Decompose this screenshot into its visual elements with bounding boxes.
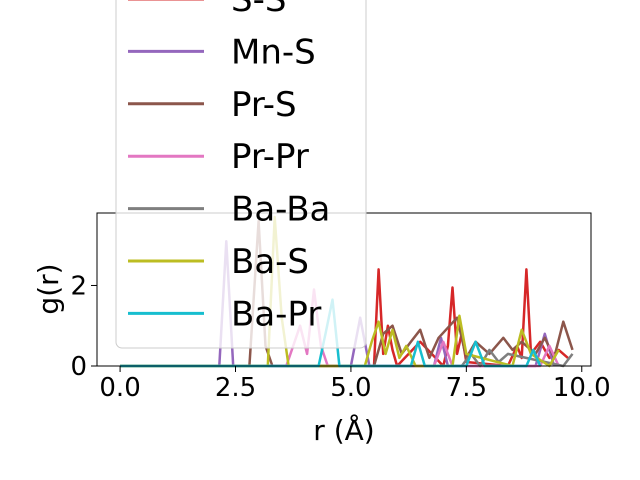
- legend-label: S-S: [231, 0, 286, 20]
- legend: S-S Mn-S Pr-S Pr-Pr Ba-Ba Ba-S Ba-Pr: [115, 0, 367, 349]
- legend-label: Ba-Pr: [231, 294, 321, 334]
- x-tick-label: 2.5: [215, 373, 256, 403]
- x-axis: 0.0 2.5 5.0 7.5 10.0: [99, 366, 611, 403]
- x-tick-label: 7.5: [446, 373, 487, 403]
- legend-label: Pr-Pr: [231, 137, 309, 177]
- legend-label: Mn-S: [231, 32, 316, 72]
- legend-label: Pr-S: [231, 85, 297, 125]
- legend-label: Ba-S: [231, 242, 309, 282]
- x-tick-label: 0.0: [99, 373, 140, 403]
- x-tick-label: 5.0: [330, 373, 371, 403]
- y-axis: 02: [70, 271, 97, 382]
- x-tick-label: 10.0: [553, 373, 611, 403]
- y-axis-label: g(r): [32, 263, 65, 314]
- y-tick-label: 0: [70, 352, 87, 382]
- legend-label: Ba-Ba: [231, 190, 330, 230]
- y-tick-label: 2: [70, 271, 87, 301]
- x-axis-label: r (Å): [313, 413, 374, 447]
